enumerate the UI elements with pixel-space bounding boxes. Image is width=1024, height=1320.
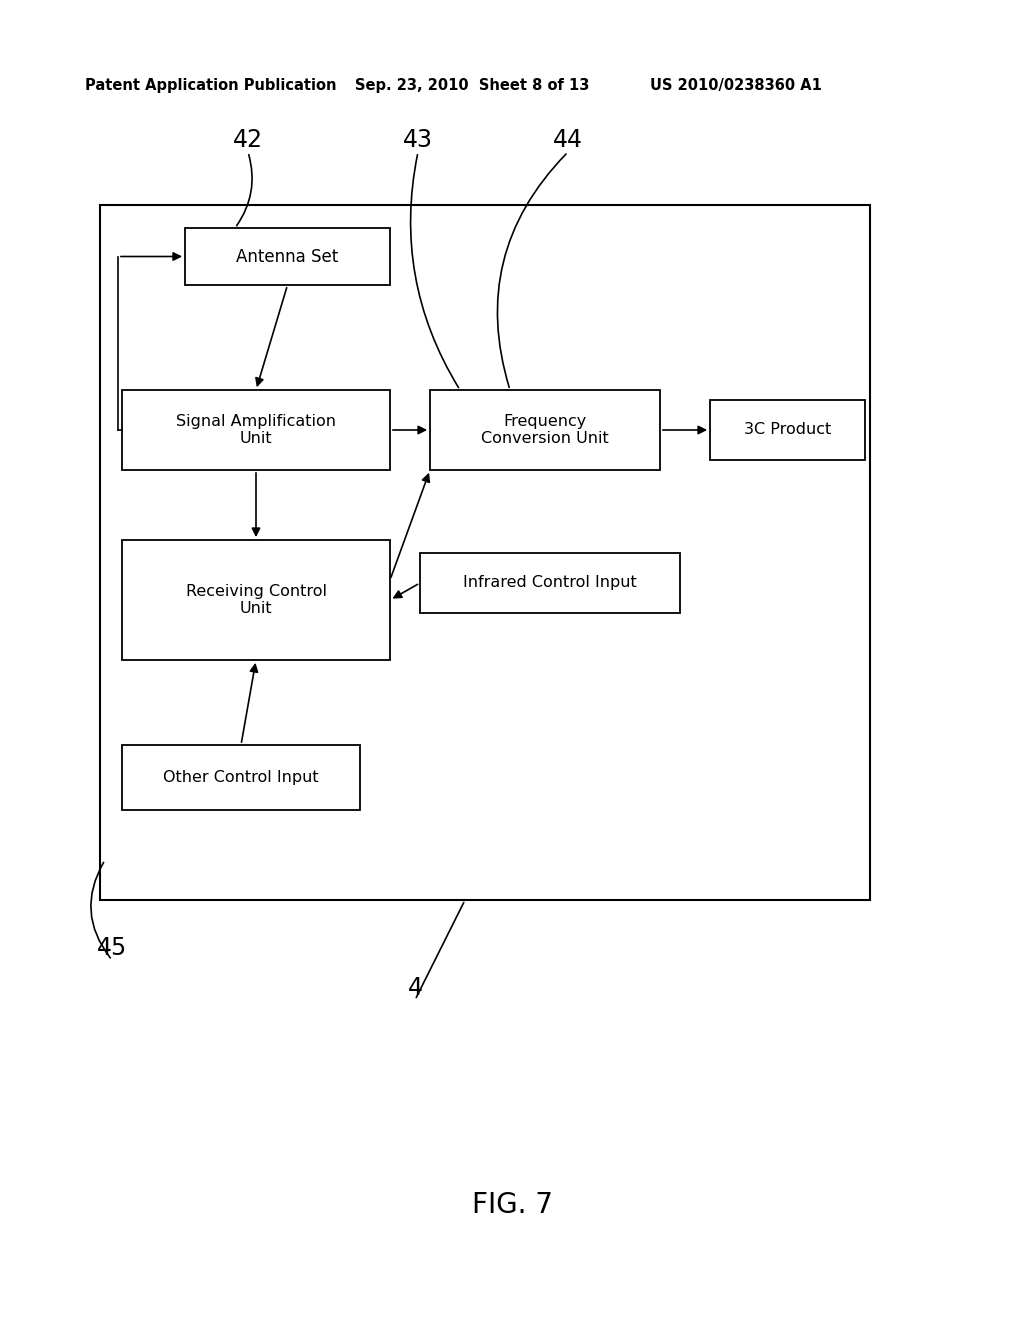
Text: 44: 44: [553, 128, 583, 152]
Bar: [420, 553, 680, 612]
Bar: [185, 228, 390, 285]
Bar: [122, 540, 390, 660]
Text: 4: 4: [408, 975, 423, 1001]
Text: Signal Amplification
Unit: Signal Amplification Unit: [176, 413, 336, 446]
Bar: [100, 205, 870, 900]
Text: Patent Application Publication: Patent Application Publication: [85, 78, 337, 92]
Bar: [122, 389, 390, 470]
Text: Receiving Control
Unit: Receiving Control Unit: [185, 583, 327, 616]
Text: Frequency
Conversion Unit: Frequency Conversion Unit: [481, 413, 609, 446]
Bar: [122, 744, 360, 810]
Bar: [430, 389, 660, 470]
Text: Antenna Set: Antenna Set: [237, 248, 339, 265]
Text: US 2010/0238360 A1: US 2010/0238360 A1: [650, 78, 822, 92]
Text: 3C Product: 3C Product: [743, 422, 831, 437]
Text: 42: 42: [233, 128, 263, 152]
Text: 45: 45: [97, 936, 127, 960]
Text: Sep. 23, 2010  Sheet 8 of 13: Sep. 23, 2010 Sheet 8 of 13: [355, 78, 590, 92]
Text: Other Control Input: Other Control Input: [163, 770, 318, 785]
Text: Infrared Control Input: Infrared Control Input: [463, 576, 637, 590]
Text: 43: 43: [403, 128, 433, 152]
Text: FIG. 7: FIG. 7: [471, 1191, 553, 1218]
Bar: [710, 400, 865, 459]
